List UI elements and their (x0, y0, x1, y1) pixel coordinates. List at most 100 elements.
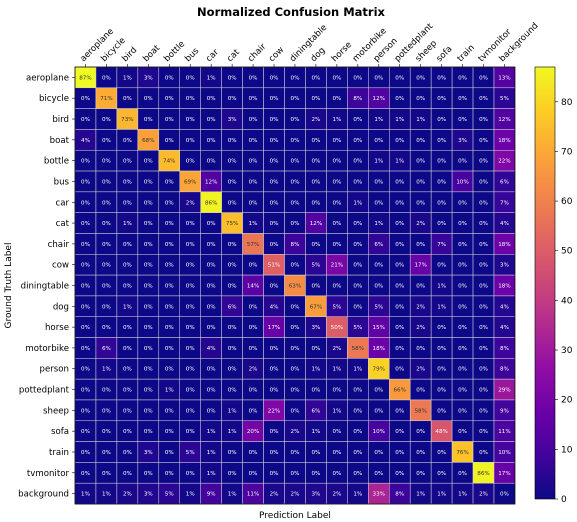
cell-value-label: 0% (186, 138, 195, 144)
cell-value-label: 11% (498, 429, 510, 435)
cell-value-label: 0% (374, 179, 383, 185)
cell-value-label: 0% (186, 471, 195, 477)
cell-value-label: 0% (332, 450, 341, 456)
cell-value-label: 0% (353, 159, 362, 165)
cell-value-label: 5% (332, 304, 341, 310)
colorbar-tick-label: 40 (561, 296, 573, 306)
x-tick-label: bus (183, 46, 201, 64)
cell-value-label: 0% (458, 242, 467, 248)
cell-value-label: 0% (311, 388, 320, 394)
cell-value-label: 2% (332, 346, 341, 352)
cell-value-label: 4% (500, 221, 509, 227)
cell-value-label: 0% (353, 179, 362, 185)
cell-value-label: 0% (123, 388, 132, 394)
cell-value-label: 0% (479, 221, 488, 227)
cell-value-label: 6% (500, 179, 509, 185)
cell-value-label: 0% (479, 325, 488, 331)
cell-value-label: 13% (498, 75, 510, 81)
cell-value-label: 18% (498, 242, 510, 248)
cell-value-label: 0% (374, 408, 383, 414)
cell-value-label: 1% (437, 492, 446, 498)
cell-value-label: 18% (373, 346, 385, 352)
cell-value-label: 1% (395, 159, 404, 165)
cell-value-label: 0% (291, 408, 300, 414)
cell-value-label: 0% (249, 96, 258, 102)
cell-value-label: 4% (500, 325, 509, 331)
cell-value-label: 0% (123, 179, 132, 185)
cell-value-label: 1% (228, 408, 237, 414)
cell-value-label: 0% (165, 429, 174, 435)
cell-value-label: 0% (395, 75, 404, 81)
cell-value-label: 0% (395, 200, 404, 206)
y-tick-label: motorbike (25, 344, 69, 354)
cell-value-label: 0% (186, 221, 195, 227)
cell-value-label: 0% (291, 346, 300, 352)
cell-value-label: 0% (165, 304, 174, 310)
cell-value-label: 18% (498, 284, 510, 290)
cell-value-label: 9% (500, 408, 509, 414)
cell-value-label: 4% (81, 138, 90, 144)
cell-value-label: 0% (311, 159, 320, 165)
cell-value-label: 0% (458, 471, 467, 477)
cell-value-label: 1% (186, 492, 195, 498)
cell-value-label: 0% (416, 96, 425, 102)
cell-value-label: 0% (437, 408, 446, 414)
cell-value-label: 0% (291, 450, 300, 456)
cell-value-label: 1% (374, 159, 383, 165)
cell-value-label: 0% (311, 96, 320, 102)
cell-value-label: 0% (291, 159, 300, 165)
y-tick-label: bicycle (39, 94, 69, 104)
cell-value-label: 0% (207, 138, 216, 144)
cell-value-label: 9% (207, 492, 216, 498)
cell-value-label: 0% (395, 450, 404, 456)
cell-value-label: 0% (228, 263, 237, 269)
cell-value-label: 0% (311, 179, 320, 185)
cell-value-label: 0% (270, 429, 279, 435)
y-tick-labels: aeroplane bicycle bird boat bottle bus car cat c… (18, 73, 69, 499)
cell-value-label: 0% (144, 221, 153, 227)
cell-value-label: 0% (395, 408, 404, 414)
cell-value-label: 51% (268, 263, 280, 269)
cell-value-label: 8% (353, 96, 362, 102)
cell-value-label: 0% (458, 159, 467, 165)
cell-value-label: 0% (374, 263, 383, 269)
cell-value-label: 73% (121, 117, 133, 123)
cell-value-label: 0% (291, 117, 300, 123)
cell-value-label: 0% (102, 221, 111, 227)
cell-value-label: 0% (395, 242, 404, 248)
cell-value-label: 0% (291, 138, 300, 144)
cell-value-label: 0% (207, 221, 216, 227)
cell-value-label: 0% (144, 429, 153, 435)
cell-value-label: 0% (249, 325, 258, 331)
cell-value-label: 86% (205, 200, 217, 206)
cell-value-label: 20% (247, 429, 259, 435)
cell-value-label: 0% (437, 450, 446, 456)
cell-value-label: 48% (435, 429, 447, 435)
cell-value-label: 0% (123, 96, 132, 102)
cell-value-label: 0% (165, 221, 174, 227)
cell-value-label: 0% (291, 75, 300, 81)
cell-value-label: 0% (81, 450, 90, 456)
cell-value-label: 0% (416, 242, 425, 248)
cell-value-label: 0% (332, 159, 341, 165)
cell-value-label: 1% (332, 117, 341, 123)
cell-value-label: 0% (207, 159, 216, 165)
cell-value-label: 0% (270, 200, 279, 206)
cell-value-label: 0% (270, 96, 279, 102)
y-tick-label: chair (48, 240, 70, 250)
cell-value-label: 6% (374, 242, 383, 248)
colorbar-tick-label: 10 (561, 445, 573, 455)
cell-value-label: 14% (247, 284, 259, 290)
cell-value-label: 0% (395, 346, 404, 352)
cell-value-label: 0% (270, 117, 279, 123)
cell-value-label: 1% (311, 429, 320, 435)
x-tick-label: sofa (435, 44, 455, 64)
cell-value-label: 0% (249, 346, 258, 352)
cell-value-label: 0% (81, 325, 90, 331)
y-axis-label: Ground Truth Label (4, 243, 14, 329)
cell-value-label: 87% (79, 75, 91, 81)
cell-value-label: 0% (165, 450, 174, 456)
cell-value-label: 0% (416, 200, 425, 206)
cell-value-label: 2% (291, 429, 300, 435)
cell-value-label: 0% (458, 221, 467, 227)
